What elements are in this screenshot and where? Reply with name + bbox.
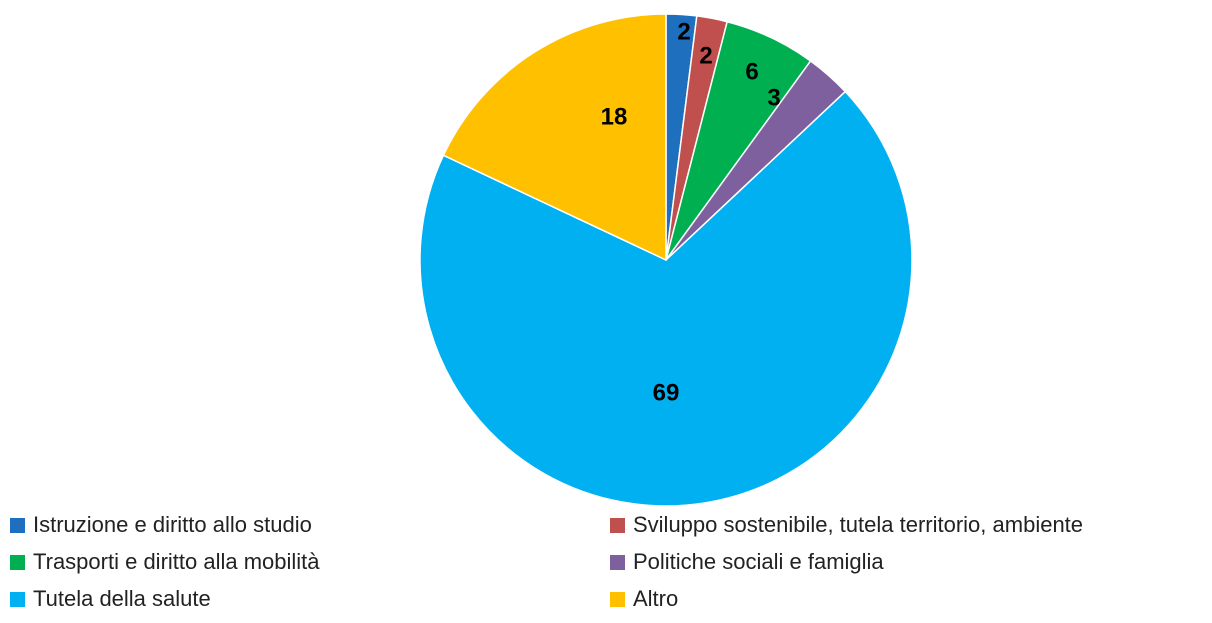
legend-swatch [10,554,25,570]
legend-label: Sviluppo sostenibile, tutela territorio,… [633,512,1084,537]
legend: Istruzione e diritto allo studio Sviluppo… [10,508,1210,620]
legend-item-2: Sviluppo sostenibile, tutela territorio,… [610,508,1083,542]
slice-value-label-3: 6 [745,59,758,86]
legend-label: Tutela della salute [33,586,211,611]
legend-label: Altro [633,586,679,611]
legend-swatch [610,554,625,570]
pie-slice-6 [442,13,667,262]
legend-swatch [10,517,25,533]
legend-swatch [10,591,25,607]
legend-swatch [610,591,625,607]
pie-chart: 22 63 69 18 [419,13,913,507]
legend-item-1: Istruzione e diritto allo studio [10,508,312,542]
pie-slice-5 [419,90,913,507]
slice-value-label-6: 18 [601,104,628,131]
legend-label: Istruzione e diritto allo studio [33,512,312,537]
legend-item-5: Tutela della salute [10,582,211,616]
legend-item-3: Trasporti e diritto alla mobilità [10,545,320,579]
slice-value-label-1: 2 [677,19,690,46]
slice-value-label-2: 2 [699,43,712,70]
legend-item-4: Politiche sociali e famiglia [610,545,884,579]
slice-value-label-4: 3 [767,85,780,112]
legend-item-6: Altro [610,582,678,616]
slice-value-label-5: 69 [653,380,680,407]
legend-label: Trasporti e diritto alla mobilità [33,549,320,574]
legend-swatch [610,517,625,533]
legend-label: Politiche sociali e famiglia [633,549,884,574]
